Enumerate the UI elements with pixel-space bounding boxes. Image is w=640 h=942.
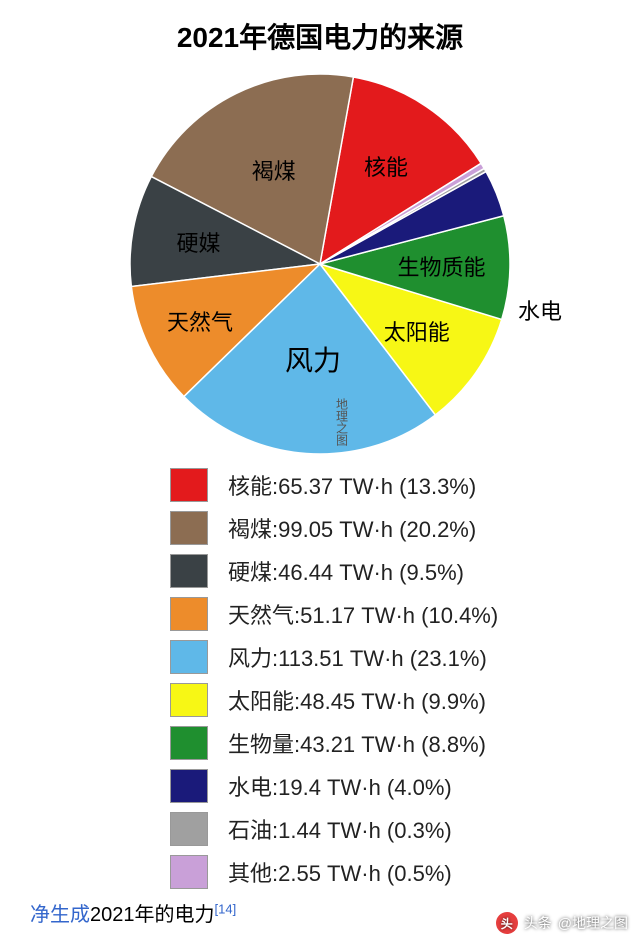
legend-text: 水电:19.4 TW·h (4.0%) [228, 770, 452, 802]
attribution-prefix: 头条 [524, 913, 552, 933]
watermark: 地理之图 [334, 398, 351, 446]
legend-swatch [170, 683, 208, 717]
slice-label-external: 水电 [518, 294, 562, 326]
legend-swatch [170, 726, 208, 760]
legend-swatch [170, 855, 208, 889]
caption-ref[interactable]: [14] [215, 901, 237, 916]
legend-text: 核能:65.37 TW·h (13.3%) [228, 469, 476, 501]
caption-link[interactable]: 净生成 [30, 904, 90, 926]
legend-text: 石油:1.44 TW·h (0.3%) [228, 813, 452, 845]
legend-swatch [170, 812, 208, 846]
chart-title: 2021年德国电力的来源 [0, 0, 640, 64]
legend-row: 生物量:43.21 TW·h (8.8%) [170, 726, 640, 760]
legend-text: 太阳能:48.45 TW·h (9.9%) [228, 684, 486, 716]
legend-text: 风力:113.51 TW·h (23.1%) [228, 641, 487, 673]
attribution-author: @地理之图 [558, 913, 628, 933]
attribution: 头 头条 @地理之图 [496, 912, 628, 934]
toutiao-icon: 头 [496, 912, 518, 934]
legend-row: 硬煤:46.44 TW·h (9.5%) [170, 554, 640, 588]
slice-label: 核能 [364, 150, 408, 182]
legend-row: 褐煤:99.05 TW·h (20.2%) [170, 511, 640, 545]
legend-row: 核能:65.37 TW·h (13.3%) [170, 468, 640, 502]
legend-swatch [170, 511, 208, 545]
legend-swatch [170, 468, 208, 502]
legend-row: 太阳能:48.45 TW·h (9.9%) [170, 683, 640, 717]
legend-text: 生物量:43.21 TW·h (8.8%) [228, 727, 486, 759]
slice-label: 风力 [285, 339, 341, 379]
legend-row: 其他:2.55 TW·h (0.5%) [170, 855, 640, 889]
legend-text: 硬煤:46.44 TW·h (9.5%) [228, 555, 464, 587]
pie-chart: 核能褐煤硬媒天然气风力太阳能生物质能地理之图 水电 [120, 64, 520, 464]
legend: 核能:65.37 TW·h (13.3%) 褐煤:99.05 TW·h (20.2… [170, 468, 640, 889]
slice-label: 天然气 [167, 305, 233, 337]
legend-text: 天然气:51.17 TW·h (10.4%) [228, 598, 498, 630]
legend-text: 其他:2.55 TW·h (0.5%) [228, 856, 452, 888]
legend-swatch [170, 640, 208, 674]
legend-text: 褐煤:99.05 TW·h (20.2%) [228, 512, 476, 544]
legend-swatch [170, 554, 208, 588]
legend-swatch [170, 597, 208, 631]
legend-row: 风力:113.51 TW·h (23.1%) [170, 640, 640, 674]
slice-label: 褐煤 [252, 154, 296, 186]
slice-label: 生物质能 [398, 250, 486, 282]
legend-row: 石油:1.44 TW·h (0.3%) [170, 812, 640, 846]
legend-row: 天然气:51.17 TW·h (10.4%) [170, 597, 640, 631]
legend-swatch [170, 769, 208, 803]
slice-label: 太阳能 [384, 315, 450, 347]
caption-text: 2021年的电力 [90, 904, 215, 926]
legend-row: 水电:19.4 TW·h (4.0%) [170, 769, 640, 803]
slice-label: 硬媒 [176, 226, 220, 258]
